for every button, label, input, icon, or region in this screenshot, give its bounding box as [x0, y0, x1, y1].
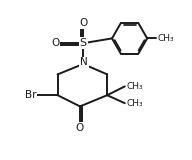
Text: S: S: [80, 38, 87, 48]
Text: O: O: [76, 123, 84, 132]
Text: CH₃: CH₃: [158, 34, 174, 43]
Text: CH₃: CH₃: [127, 82, 143, 91]
Text: CH₃: CH₃: [127, 99, 143, 108]
Text: O: O: [51, 38, 59, 48]
Text: N: N: [80, 57, 88, 67]
Text: O: O: [80, 18, 88, 28]
Text: Br: Br: [25, 90, 36, 100]
